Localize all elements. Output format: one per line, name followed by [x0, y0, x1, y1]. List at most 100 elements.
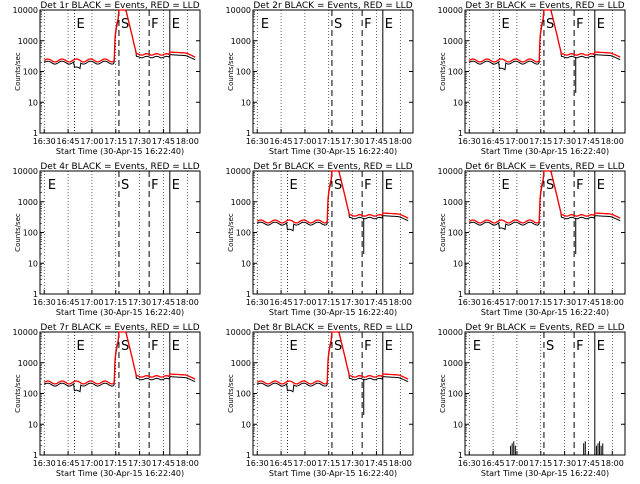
- y-tick-label: 1000: [18, 37, 38, 46]
- x-tick-label: 16:30: [458, 298, 481, 307]
- x-tick-label: 17:30: [553, 298, 576, 307]
- event-marker-label: F: [576, 17, 583, 32]
- event-marker-label: S: [546, 339, 554, 354]
- event-marker-label: S: [334, 339, 342, 354]
- y-tick-label: 10000: [438, 167, 463, 176]
- panel-det-4: Det 4r BLACK = Events, RED = LLD 1 10 100 10…: [13, 162, 201, 317]
- y-tick-label: 100: [236, 68, 251, 77]
- y-axis-label: Counts/sec: [14, 374, 22, 413]
- y-tick-label: 10000: [13, 328, 38, 337]
- x-tick-label: 17:30: [128, 137, 151, 146]
- x-tick-label: 18:00: [389, 137, 412, 146]
- x-tick-label: 17:45: [152, 137, 175, 146]
- y-tick-label: 100: [448, 68, 463, 77]
- x-axis-label: Start Time (30-Apr-15 16:22:40): [56, 308, 184, 317]
- x-tick-label: 16:30: [33, 137, 56, 146]
- event-marker-label: E: [76, 339, 84, 354]
- event-marker-label: E: [597, 17, 605, 32]
- y-tick-label: 10: [453, 98, 463, 107]
- lld-curve: [256, 170, 409, 224]
- y-tick-label: 10: [28, 98, 38, 107]
- panel-title: Det 4r BLACK = Events, RED = LLD: [40, 162, 199, 172]
- x-tick-label: 16:30: [246, 459, 269, 468]
- y-tick-label: 10000: [13, 6, 38, 15]
- y-tick-label: 1: [458, 129, 463, 138]
- y-tick-label: 100: [23, 229, 38, 238]
- x-tick-label: 16:45: [270, 137, 293, 146]
- event-marker-label: E: [172, 17, 180, 32]
- x-axis-label: Start Time (30-Apr-15 16:22:40): [269, 308, 397, 317]
- x-axis-label: Start Time (30-Apr-15 16:22:40): [481, 469, 609, 478]
- y-tick-label: 1: [246, 129, 251, 138]
- panel-det-7: Det 7r BLACK = Events, RED = LLD 1 10 100 10…: [13, 323, 201, 478]
- y-tick-label: 10: [28, 420, 38, 429]
- x-tick-label: 17:45: [577, 459, 600, 468]
- y-tick-label: 1: [33, 129, 38, 138]
- event-marker-label: F: [151, 17, 158, 32]
- event-marker-label: E: [172, 178, 180, 193]
- panel-det-3: Det 3r BLACK = Events, RED = LLD 1 10 100 10…: [438, 1, 626, 156]
- y-tick-label: 100: [236, 390, 251, 399]
- x-tick-label: 17:45: [152, 459, 175, 468]
- y-axis-label: Counts/sec: [14, 52, 22, 91]
- y-tick-label: 1: [246, 451, 251, 460]
- event-marker-label: F: [576, 178, 583, 193]
- x-tick-label: 16:45: [270, 459, 293, 468]
- panel-det-8: Det 8r BLACK = Events, RED = LLD 1 10 100 10…: [226, 323, 414, 478]
- event-marker-label: F: [151, 339, 158, 354]
- event-marker-label: S: [334, 178, 342, 193]
- x-tick-label: 17:15: [529, 298, 552, 307]
- x-tick-label: 17:45: [365, 137, 388, 146]
- x-tick-label: 17:15: [104, 298, 127, 307]
- x-tick-label: 17:30: [341, 298, 364, 307]
- x-tick-label: 17:00: [80, 137, 103, 146]
- panel-title: Det 6r BLACK = Events, RED = LLD: [465, 162, 624, 172]
- x-tick-label: 16:30: [246, 298, 269, 307]
- x-tick-label: 16:45: [482, 459, 505, 468]
- x-tick-label: 17:15: [317, 137, 340, 146]
- y-tick-label: 10000: [438, 6, 463, 15]
- y-tick-label: 10: [28, 259, 38, 268]
- x-tick-label: 17:00: [80, 298, 103, 307]
- x-tick-label: 17:00: [505, 137, 528, 146]
- panel-title: Det 8r BLACK = Events, RED = LLD: [253, 323, 412, 333]
- y-tick-label: 100: [23, 390, 38, 399]
- event-marker-label: F: [364, 17, 371, 32]
- y-tick-label: 100: [23, 68, 38, 77]
- event-marker-label: E: [76, 17, 84, 32]
- event-marker-label: E: [385, 339, 393, 354]
- event-marker-label: F: [576, 339, 583, 354]
- x-tick-label: 16:30: [458, 459, 481, 468]
- event-marker-label: E: [501, 178, 509, 193]
- x-tick-label: 17:15: [317, 459, 340, 468]
- y-tick-label: 1: [458, 451, 463, 460]
- y-tick-label: 1: [33, 451, 38, 460]
- lld-curve: [256, 331, 409, 385]
- x-tick-label: 17:45: [577, 137, 600, 146]
- x-tick-label: 17:00: [293, 298, 316, 307]
- x-tick-label: 17:00: [80, 459, 103, 468]
- x-axis-label: Start Time (30-Apr-15 16:22:40): [269, 147, 397, 156]
- y-tick-label: 10000: [226, 6, 251, 15]
- y-tick-label: 10: [241, 259, 251, 268]
- y-tick-label: 10: [241, 420, 251, 429]
- x-tick-label: 17:00: [293, 459, 316, 468]
- y-tick-label: 1000: [443, 359, 463, 368]
- x-tick-label: 16:30: [33, 459, 56, 468]
- y-tick-label: 1000: [443, 198, 463, 207]
- x-tick-label: 17:15: [317, 298, 340, 307]
- x-tick-label: 18:00: [601, 459, 624, 468]
- event-marker-label: E: [172, 339, 180, 354]
- y-tick-label: 100: [448, 390, 463, 399]
- x-axis-label: Start Time (30-Apr-15 16:22:40): [269, 469, 397, 478]
- y-tick-label: 1000: [231, 359, 251, 368]
- x-tick-label: 16:45: [57, 137, 80, 146]
- event-marker-label: E: [289, 178, 297, 193]
- panel-det-1: Det 1r BLACK = Events, RED = LLD 1 10 100 10…: [13, 1, 201, 156]
- x-tick-label: 17:30: [553, 459, 576, 468]
- y-tick-label: 10000: [226, 328, 251, 337]
- y-tick-label: 10000: [226, 167, 251, 176]
- panel-det-6: Det 6r BLACK = Events, RED = LLD 1 10 100 10…: [438, 162, 626, 317]
- x-tick-label: 18:00: [176, 459, 199, 468]
